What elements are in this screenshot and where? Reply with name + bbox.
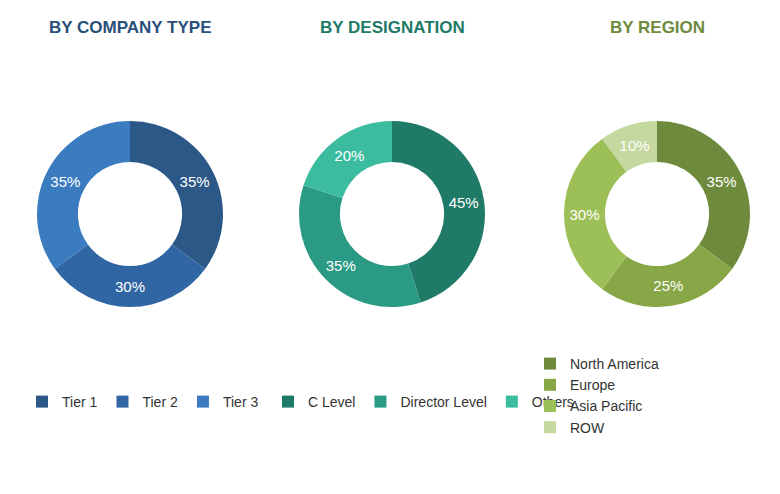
svg-text:35%: 35% [180, 173, 210, 190]
svg-text:Asia Pacific: Asia Pacific [570, 398, 642, 414]
svg-text:C Level: C Level [308, 394, 355, 410]
svg-text:Director Level: Director Level [400, 394, 486, 410]
svg-text:35%: 35% [50, 173, 80, 190]
svg-text:25%: 25% [653, 277, 683, 294]
svg-text:35%: 35% [707, 173, 737, 190]
svg-text:North America: North America [570, 356, 659, 372]
svg-text:ROW: ROW [570, 420, 605, 436]
svg-text:20%: 20% [334, 147, 364, 164]
svg-text:Tier 1: Tier 1 [62, 394, 97, 410]
svg-text:Tier 3: Tier 3 [223, 394, 258, 410]
svg-text:45%: 45% [449, 194, 479, 211]
svg-text:10%: 10% [620, 137, 650, 154]
svg-text:30%: 30% [569, 206, 599, 223]
svg-text:Others: Others [531, 394, 574, 411]
svg-text:35%: 35% [326, 257, 356, 274]
svg-text:Tier 2: Tier 2 [142, 394, 177, 410]
svg-text:BY DESIGNATION: BY DESIGNATION [320, 18, 465, 37]
svg-text:30%: 30% [115, 278, 145, 295]
svg-text:BY COMPANY TYPE: BY COMPANY TYPE [49, 18, 211, 37]
svg-text:Europe: Europe [570, 377, 615, 393]
svg-text:BY REGION: BY REGION [610, 18, 705, 37]
